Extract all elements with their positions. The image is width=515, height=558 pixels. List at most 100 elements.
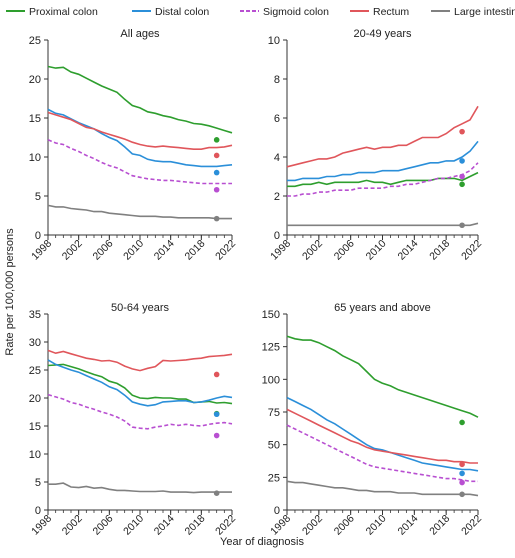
series-point-2020 bbox=[459, 479, 465, 486]
y-tick-label: 75 bbox=[268, 407, 280, 419]
x-tick-label: 1998 bbox=[29, 513, 54, 538]
series-point-2020 bbox=[213, 371, 220, 378]
x-tick-label: 2022 bbox=[213, 238, 238, 263]
legend: Proximal colon Distal colon Sigmoid colon R… bbox=[6, 6, 515, 18]
x-tick-label: 2006 bbox=[332, 238, 357, 263]
x-axis-label: Year of diagnosis bbox=[220, 536, 304, 548]
y-tick-label: 20 bbox=[29, 74, 41, 86]
x-tick-label: 2018 bbox=[427, 513, 452, 538]
series-point-2020 bbox=[213, 169, 220, 176]
chart-panel: 65 years and above 0 25 50 75 100 125 150 1998 20… bbox=[262, 302, 485, 538]
series-line bbox=[287, 162, 479, 197]
series-point-2020 bbox=[213, 215, 220, 222]
legend-label: Proximal colon bbox=[29, 6, 98, 18]
x-tick-label: 2018 bbox=[182, 238, 207, 263]
series-point-2020 bbox=[213, 152, 220, 159]
x-tick-label: 2014 bbox=[395, 513, 420, 538]
x-tick-label: 2006 bbox=[90, 238, 115, 263]
y-tick-label: 100 bbox=[262, 374, 280, 386]
y-tick-label: 25 bbox=[268, 472, 280, 484]
series-line bbox=[47, 111, 233, 150]
legend-label: Rectum bbox=[373, 6, 409, 18]
panel-title: 50-64 years bbox=[111, 302, 170, 314]
x-tick-label: 2014 bbox=[152, 513, 177, 538]
y-tick-label: 2 bbox=[274, 191, 280, 203]
series-point-2020 bbox=[459, 470, 465, 477]
series-line bbox=[286, 408, 478, 464]
x-tick-label: 2002 bbox=[300, 238, 325, 263]
series-line bbox=[286, 424, 478, 483]
x-tick-label: 2010 bbox=[121, 513, 146, 538]
legend-label: Sigmoid colon bbox=[263, 6, 329, 18]
series-point-2020 bbox=[459, 158, 465, 164]
series-line bbox=[286, 480, 479, 497]
x-tick-label: 1998 bbox=[268, 238, 293, 263]
x-tick-label: 2014 bbox=[395, 238, 420, 263]
series-line bbox=[47, 108, 233, 168]
series-point-2020 bbox=[213, 411, 220, 418]
series-line bbox=[287, 140, 479, 182]
x-tick-label: 2022 bbox=[459, 513, 484, 538]
x-tick-label: 2018 bbox=[427, 238, 452, 263]
y-tick-label: 6 bbox=[274, 113, 280, 125]
panel-title: All ages bbox=[120, 28, 160, 40]
y-tick-label: 10 bbox=[29, 449, 41, 461]
series-line bbox=[47, 65, 233, 134]
x-tick-label: 2018 bbox=[182, 513, 207, 538]
x-tick-label: 2010 bbox=[364, 238, 389, 263]
series-point-2020 bbox=[459, 128, 465, 135]
series-line bbox=[286, 335, 479, 418]
y-tick-label: 5 bbox=[35, 191, 41, 203]
legend-entry: Distal colon bbox=[132, 6, 209, 18]
y-tick-label: 8 bbox=[274, 74, 280, 86]
series-point-2020 bbox=[459, 491, 465, 498]
x-tick-label: 2022 bbox=[213, 513, 238, 538]
legend-label: Large intestine, NOS bbox=[454, 6, 515, 18]
chart-panel: 20-49 years 0 2 4 6 8 10 1998 2002 2006 2010 2014 20… bbox=[268, 28, 484, 263]
y-tick-label: 125 bbox=[262, 342, 280, 354]
y-tick-label: 5 bbox=[35, 477, 41, 489]
series-point-2020 bbox=[213, 490, 220, 497]
y-tick-label: 35 bbox=[29, 309, 41, 321]
y-tick-label: 15 bbox=[29, 421, 41, 433]
y-tick-label: 0 bbox=[35, 230, 41, 242]
legend-entry: Sigmoid colon bbox=[240, 6, 329, 18]
y-tick-label: 50 bbox=[268, 440, 280, 452]
series-point-2020 bbox=[459, 419, 465, 426]
y-tick-label: 0 bbox=[35, 505, 41, 517]
x-tick-label: 1998 bbox=[29, 238, 54, 263]
series-line bbox=[47, 349, 233, 372]
x-tick-label: 2022 bbox=[459, 238, 484, 263]
series-line bbox=[287, 171, 479, 188]
x-tick-label: 1998 bbox=[268, 513, 293, 538]
series-point-2020 bbox=[459, 461, 465, 468]
series-line bbox=[47, 393, 233, 430]
x-tick-label: 2014 bbox=[152, 238, 177, 263]
y-axis-label: Rate per 100,000 persons bbox=[4, 228, 16, 356]
panel-title: 20-49 years bbox=[353, 28, 412, 40]
series-point-2020 bbox=[213, 137, 220, 143]
x-tick-label: 2006 bbox=[332, 513, 357, 538]
y-tick-label: 150 bbox=[262, 309, 280, 321]
series-line bbox=[287, 222, 479, 227]
series-point-2020 bbox=[213, 186, 220, 193]
y-tick-label: 25 bbox=[29, 35, 41, 47]
series-line bbox=[47, 204, 232, 220]
x-tick-label: 2002 bbox=[60, 513, 85, 538]
series-line bbox=[47, 139, 232, 185]
series-line bbox=[48, 482, 232, 494]
series-point-2020 bbox=[213, 432, 220, 439]
y-tick-label: 20 bbox=[29, 393, 41, 405]
legend-entry: Large intestine, NOS bbox=[431, 6, 515, 18]
y-tick-label: 0 bbox=[274, 505, 280, 517]
legend-label: Distal colon bbox=[155, 6, 209, 18]
y-tick-label: 4 bbox=[274, 152, 280, 164]
y-tick-label: 30 bbox=[29, 337, 41, 349]
series-line bbox=[47, 359, 233, 407]
y-tick-label: 25 bbox=[29, 365, 41, 377]
series-line bbox=[286, 396, 479, 472]
